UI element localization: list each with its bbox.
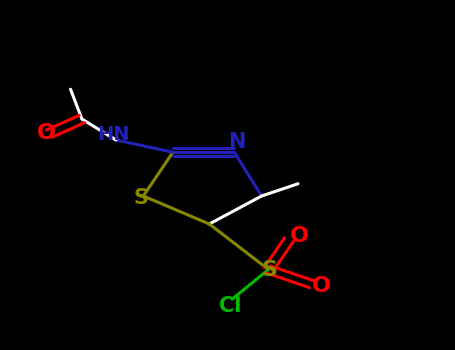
Text: HN: HN [97, 125, 130, 144]
Text: O: O [312, 276, 331, 296]
Text: N: N [228, 132, 245, 152]
Text: O: O [37, 122, 56, 143]
Text: S: S [262, 260, 278, 280]
Text: S: S [134, 188, 148, 208]
Text: O: O [289, 226, 308, 246]
Text: Cl: Cl [218, 295, 241, 316]
